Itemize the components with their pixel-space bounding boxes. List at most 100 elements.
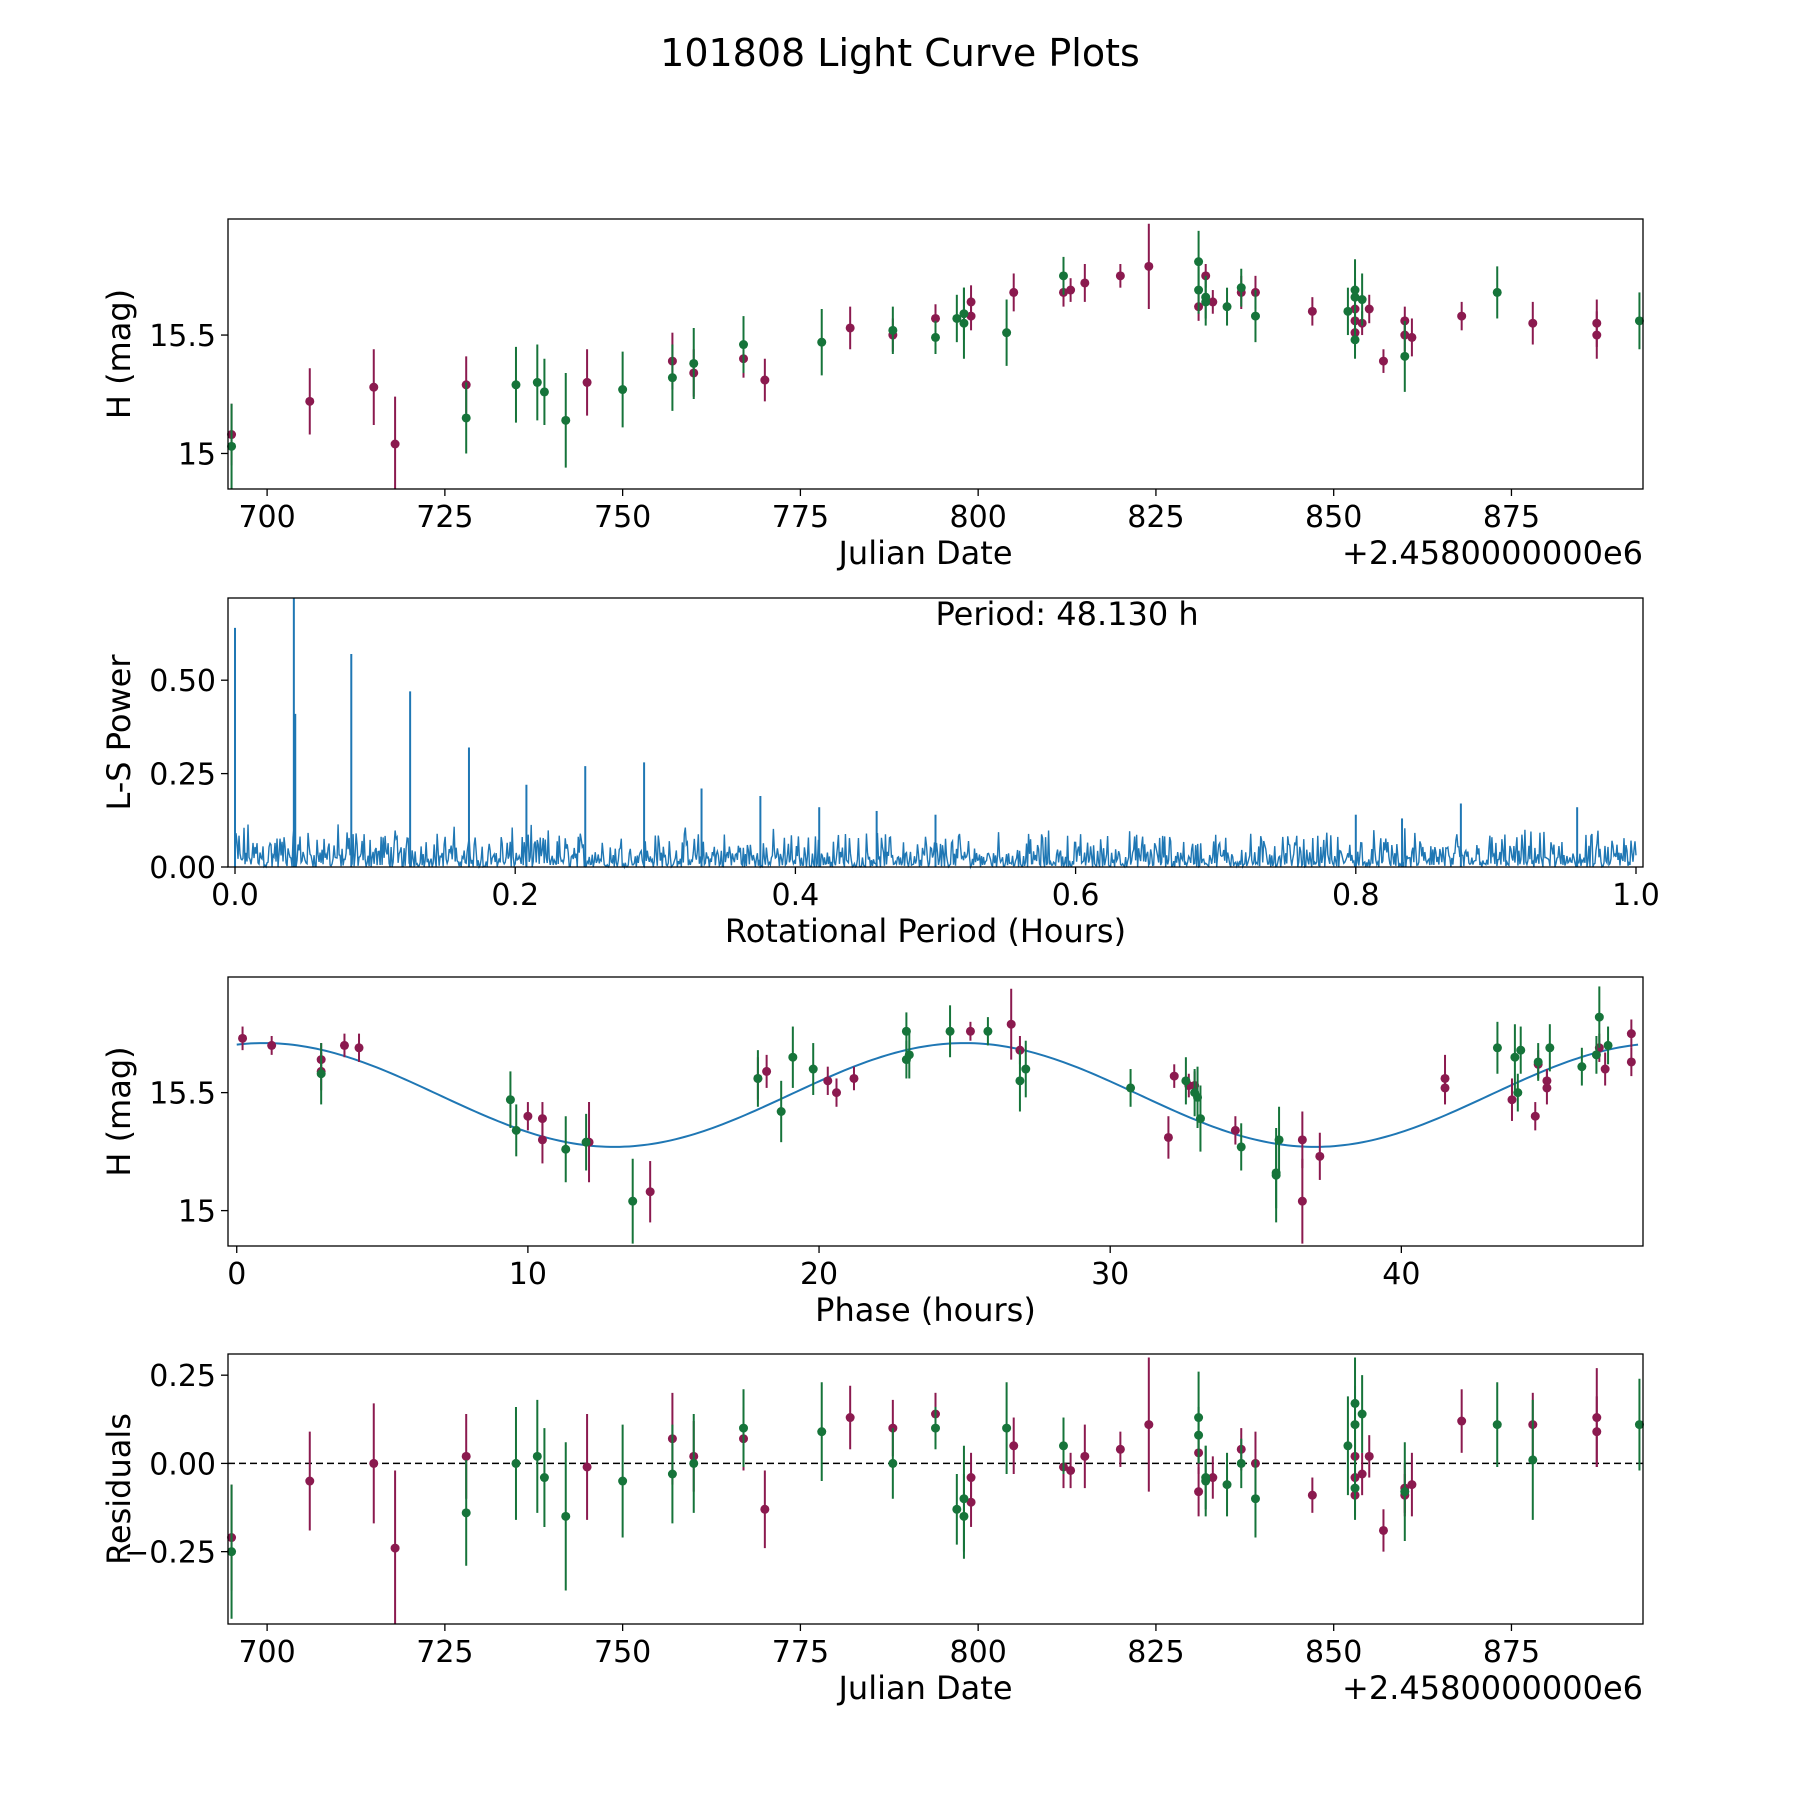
- phasecurve-point-green: [945, 1026, 955, 1036]
- lightcurve-point-red: [1115, 271, 1125, 281]
- lightcurve-point-green: [539, 387, 549, 397]
- phasecurve-xtick-label: 20: [800, 1257, 838, 1292]
- periodogram-xtick-label: 0.2: [491, 878, 539, 913]
- phasecurve-point-red: [965, 1026, 975, 1036]
- residuals-point-green: [888, 1458, 898, 1468]
- phasecurve-point-red: [1163, 1132, 1173, 1142]
- lightcurve-point-red: [1144, 261, 1154, 271]
- lightcurve-point-green: [1002, 328, 1012, 338]
- phasecurve-point-red: [1530, 1111, 1540, 1121]
- residuals-point-red: [1457, 1416, 1467, 1426]
- phasecurve-point-red: [762, 1066, 772, 1076]
- lightcurve-point-green: [1350, 335, 1360, 345]
- residuals-xtick-label: 775: [772, 1635, 829, 1670]
- lightcurve-point-green: [689, 358, 699, 368]
- phasecurve-point-green: [581, 1137, 591, 1147]
- residuals-point-green: [817, 1427, 827, 1437]
- residuals-point-red: [390, 1543, 400, 1553]
- phasecurve-point-green: [1513, 1088, 1523, 1098]
- lightcurve-point-red: [1592, 330, 1602, 340]
- lightcurve-point-red: [369, 382, 379, 392]
- periodogram-ytick-label: 0.50: [149, 664, 216, 699]
- phasecurve-point-red: [1440, 1083, 1450, 1093]
- residuals-point-red: [760, 1504, 770, 1514]
- phasecurve-point-green: [511, 1125, 521, 1135]
- residuals-point-red: [1592, 1427, 1602, 1437]
- lightcurve-ylabel: H (mag): [100, 289, 138, 419]
- residuals-xtick-label: 800: [950, 1635, 1007, 1670]
- lightcurve-point-green: [227, 441, 237, 451]
- residuals-panel: 700 725 750 775 800 825 850 875 −0.25 0.00 0.25 Ju…: [100, 1353, 1644, 1707]
- lightcurve-point-red: [582, 377, 592, 387]
- lightcurve-point-green: [888, 325, 898, 335]
- residuals-point-green: [1400, 1487, 1410, 1497]
- lightcurve-xtick-label: 775: [772, 500, 829, 535]
- phasecurve-frame: [227, 976, 1644, 1247]
- lightcurve-point-green: [1222, 302, 1232, 312]
- phasecurve-point-green: [753, 1073, 763, 1083]
- lightcurve-offset-label: +2.4580000000e6: [1342, 534, 1643, 572]
- phasecurve-point-green: [1021, 1064, 1031, 1074]
- phasecurve-point-green: [904, 1050, 914, 1060]
- phasecurve-point-red: [339, 1040, 349, 1050]
- residuals-point-green: [959, 1511, 969, 1521]
- phasecurve-point-green: [983, 1026, 993, 1036]
- phasecurve-point-red: [1507, 1095, 1517, 1105]
- lightcurve-point-green: [931, 332, 940, 342]
- lightcurve-point-green: [739, 340, 749, 350]
- periodogram-xtick-label: 1.0: [1612, 878, 1660, 913]
- lightcurve-frame: [227, 218, 1644, 490]
- residuals-point-green: [1350, 1398, 1360, 1408]
- phasecurve-point-red: [1315, 1151, 1325, 1161]
- residuals-xtick-label: 825: [1127, 1635, 1184, 1670]
- residuals-point-green: [667, 1469, 677, 1479]
- phasecurve-panel: 0 10 20 30 40 15 15.5 Phase (hours) H (mag): [100, 976, 1644, 1329]
- residuals-point-green: [561, 1511, 571, 1521]
- residuals-point-green: [739, 1423, 749, 1433]
- phasecurve-ytick-label: 15.5: [149, 1077, 216, 1112]
- residuals-point-green: [931, 1423, 940, 1433]
- residuals-point-red: [582, 1462, 592, 1472]
- period-annotation: Period: 48.130 h: [936, 595, 1199, 633]
- phasecurve-xtick-label: 40: [1382, 1257, 1420, 1292]
- phasecurve-point-green: [561, 1144, 571, 1154]
- residuals-point-green: [618, 1476, 628, 1486]
- lightcurve-point-red: [1009, 287, 1019, 297]
- phasecurve-point-green: [808, 1064, 818, 1074]
- residuals-point-green: [532, 1451, 542, 1461]
- residuals-point-red: [1364, 1451, 1374, 1461]
- phasecurve-point-green: [1181, 1076, 1191, 1086]
- lightcurve-point-red: [1364, 304, 1374, 314]
- phasecurve-point-green: [1594, 1012, 1604, 1022]
- residuals-ytick-label: 0.00: [149, 1447, 216, 1482]
- residuals-point-red: [845, 1413, 855, 1423]
- lightcurve-point-green: [1201, 292, 1211, 302]
- residuals-point-green: [1343, 1441, 1353, 1451]
- lightcurve-point-red: [305, 396, 315, 406]
- phasecurve-point-green: [1591, 1050, 1601, 1060]
- lightcurve-point-red: [931, 313, 940, 323]
- phasecurve-point-red: [1297, 1196, 1307, 1206]
- lightcurve-point-green: [1492, 287, 1502, 297]
- residuals-frame: [227, 1353, 1644, 1625]
- phasecurve-xtick-label: 0: [227, 1257, 246, 1292]
- residuals-point-red: [1194, 1487, 1204, 1497]
- lightcurve-point-green: [1400, 351, 1410, 361]
- lightcurve-point-red: [1080, 278, 1090, 288]
- residuals-point-green: [511, 1458, 521, 1468]
- residuals-point-red: [1066, 1465, 1076, 1475]
- lightcurve-point-red: [390, 439, 400, 449]
- lightcurve-point-red: [760, 375, 770, 385]
- lightcurve-point-green: [952, 313, 962, 323]
- lightcurve-point-red: [1208, 297, 1218, 307]
- residuals-point-red: [305, 1476, 315, 1486]
- phasecurve-ylabel: H (mag): [100, 1046, 138, 1176]
- residuals-point-red: [1307, 1490, 1317, 1500]
- lightcurve-xtick-label: 725: [416, 500, 473, 535]
- lightcurve-point-green: [1343, 306, 1353, 316]
- lightcurve-point-red: [1457, 311, 1467, 321]
- lightcurve-point-green: [561, 415, 571, 425]
- phasecurve-point-green: [1236, 1142, 1246, 1152]
- lightcurve-point-green: [1634, 316, 1644, 326]
